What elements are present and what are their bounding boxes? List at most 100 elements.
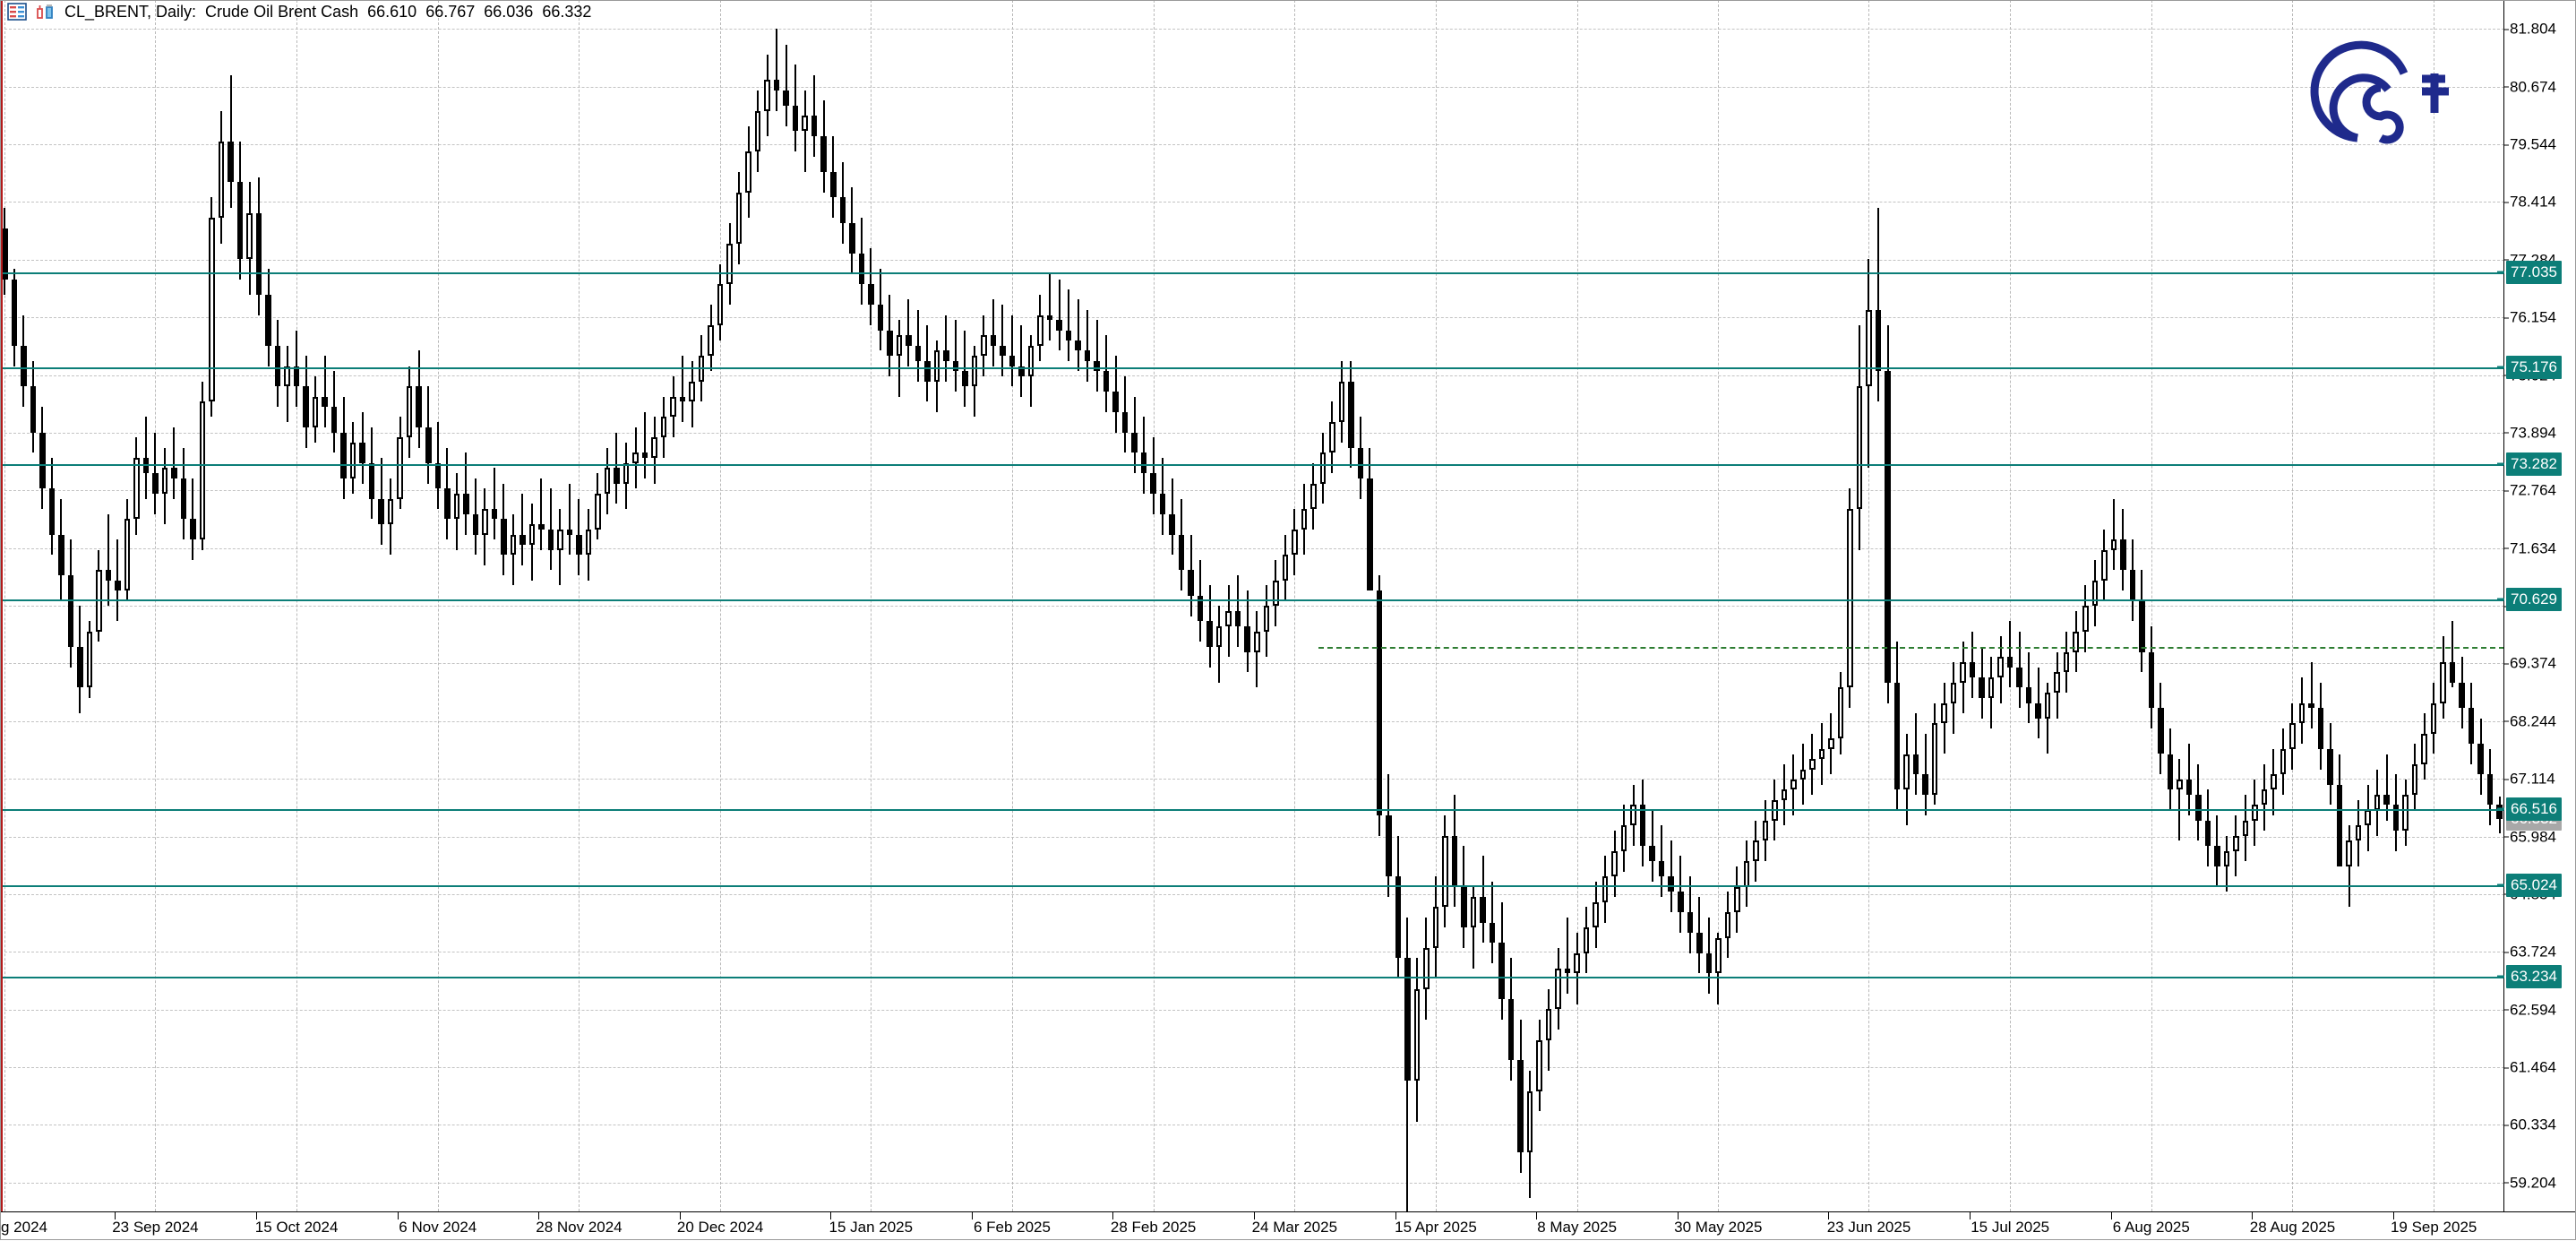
candle-body bbox=[689, 381, 695, 402]
candle-wick bbox=[1661, 825, 1663, 898]
data-window-icon[interactable] bbox=[7, 3, 27, 21]
candle bbox=[1969, 0, 1976, 1211]
level-price-label[interactable]: 66.516 bbox=[2506, 797, 2562, 822]
candle bbox=[1009, 0, 1016, 1211]
candle bbox=[2430, 0, 2437, 1211]
level-axis-marker bbox=[2497, 807, 2504, 811]
candle-body bbox=[359, 442, 365, 463]
support-resistance-line[interactable] bbox=[0, 463, 2504, 466]
candle bbox=[1893, 0, 1901, 1211]
candle bbox=[1376, 0, 1383, 1211]
candle-body bbox=[538, 524, 545, 530]
support-resistance-line[interactable] bbox=[0, 366, 2504, 369]
level-price-label[interactable]: 75.176 bbox=[2506, 355, 2562, 379]
candle bbox=[1461, 0, 1467, 1211]
level-price-label[interactable]: 77.035 bbox=[2506, 260, 2562, 284]
level-price-label[interactable]: 70.629 bbox=[2506, 587, 2562, 611]
candle-wick bbox=[2178, 759, 2181, 841]
candle-body bbox=[1319, 452, 1327, 484]
candle bbox=[820, 0, 827, 1211]
candle bbox=[218, 0, 225, 1211]
candle bbox=[2185, 0, 2193, 1211]
chart-plot-area[interactable] bbox=[0, 0, 2504, 1211]
level-price-label[interactable]: 73.282 bbox=[2506, 452, 2562, 476]
candle bbox=[368, 0, 375, 1211]
candle-wick bbox=[1068, 289, 1070, 361]
candle-wick bbox=[116, 539, 119, 622]
candle-body bbox=[1828, 738, 1834, 749]
candle-body bbox=[180, 478, 187, 520]
chart-type-icon[interactable] bbox=[36, 3, 56, 21]
support-resistance-line[interactable] bbox=[0, 271, 2504, 274]
candle-body bbox=[990, 335, 997, 346]
candle bbox=[228, 0, 234, 1211]
candle bbox=[1526, 0, 1533, 1211]
candle bbox=[2496, 0, 2503, 1211]
candle bbox=[1140, 0, 1147, 1211]
candle-body bbox=[2271, 774, 2277, 790]
time-axis[interactable]: 30 Aug 2024 23 Sep 2024 15 Oct 2024 6 Nov 2… bbox=[0, 1211, 2576, 1241]
candle-body bbox=[1234, 610, 1241, 627]
candle-body bbox=[1639, 805, 1646, 847]
price-tick-label: 81.804 bbox=[2504, 22, 2556, 37]
candle bbox=[754, 0, 761, 1211]
candle-body bbox=[1649, 846, 1655, 862]
candle-body bbox=[236, 182, 244, 259]
candle-body bbox=[2336, 784, 2343, 866]
candle bbox=[1065, 0, 1072, 1211]
date-tick-mark bbox=[830, 1212, 832, 1219]
candle-body bbox=[1140, 452, 1147, 474]
dashed-level-line[interactable] bbox=[1318, 646, 2504, 649]
candle bbox=[1705, 0, 1713, 1211]
candle-body bbox=[1292, 529, 1298, 556]
candle-wick bbox=[173, 427, 176, 499]
date-tick-label: 28 Feb 2025 bbox=[1110, 1219, 1197, 1236]
candle-body bbox=[322, 396, 328, 408]
left-edge-marker bbox=[0, 0, 3, 1211]
candle-body bbox=[641, 452, 648, 459]
candle bbox=[1620, 0, 1627, 1211]
support-resistance-line[interactable] bbox=[0, 977, 2504, 979]
candle-wick bbox=[521, 493, 524, 565]
price-axis[interactable]: 81.80480.67479.54478.41477.28476.15475.0… bbox=[2497, 0, 2576, 1211]
support-resistance-line[interactable] bbox=[0, 885, 2504, 888]
date-tick-label: 6 Aug 2025 bbox=[2112, 1219, 2190, 1236]
candle-wick bbox=[1077, 299, 1079, 372]
candle bbox=[717, 0, 724, 1211]
candle bbox=[1517, 0, 1524, 1211]
gridline-horizontal bbox=[0, 1182, 2504, 1184]
candle-body bbox=[1658, 861, 1665, 877]
candle-body bbox=[491, 509, 498, 520]
candle bbox=[209, 0, 215, 1211]
candle-body bbox=[1075, 340, 1081, 351]
candle-body bbox=[2411, 763, 2418, 796]
candle-body bbox=[2233, 835, 2239, 851]
candle bbox=[1310, 0, 1317, 1211]
candle bbox=[444, 0, 451, 1211]
candle-body bbox=[1000, 345, 1006, 357]
candle bbox=[453, 0, 460, 1211]
candle bbox=[1348, 0, 1354, 1211]
candle-body bbox=[1790, 779, 1797, 790]
candle-body bbox=[115, 580, 121, 591]
candle bbox=[86, 0, 93, 1211]
candle-body bbox=[1705, 952, 1713, 974]
candle-body bbox=[1781, 789, 1788, 800]
level-axis-marker bbox=[2497, 975, 2504, 978]
candle bbox=[802, 0, 808, 1211]
candle bbox=[849, 0, 855, 1211]
candle-body bbox=[152, 473, 159, 494]
candle-wick bbox=[2037, 667, 2039, 739]
candle-body bbox=[284, 366, 290, 387]
support-resistance-line[interactable] bbox=[0, 809, 2504, 812]
candle-body bbox=[1799, 769, 1807, 780]
level-price-label[interactable]: 63.234 bbox=[2506, 965, 2562, 989]
candle-body bbox=[2110, 539, 2117, 550]
candle-body bbox=[2440, 661, 2446, 703]
candle-body bbox=[463, 493, 469, 514]
candle-body bbox=[679, 396, 686, 402]
candle bbox=[142, 0, 150, 1211]
support-resistance-line[interactable] bbox=[0, 599, 2504, 601]
candle bbox=[632, 0, 639, 1211]
level-price-label[interactable]: 65.024 bbox=[2506, 874, 2562, 898]
